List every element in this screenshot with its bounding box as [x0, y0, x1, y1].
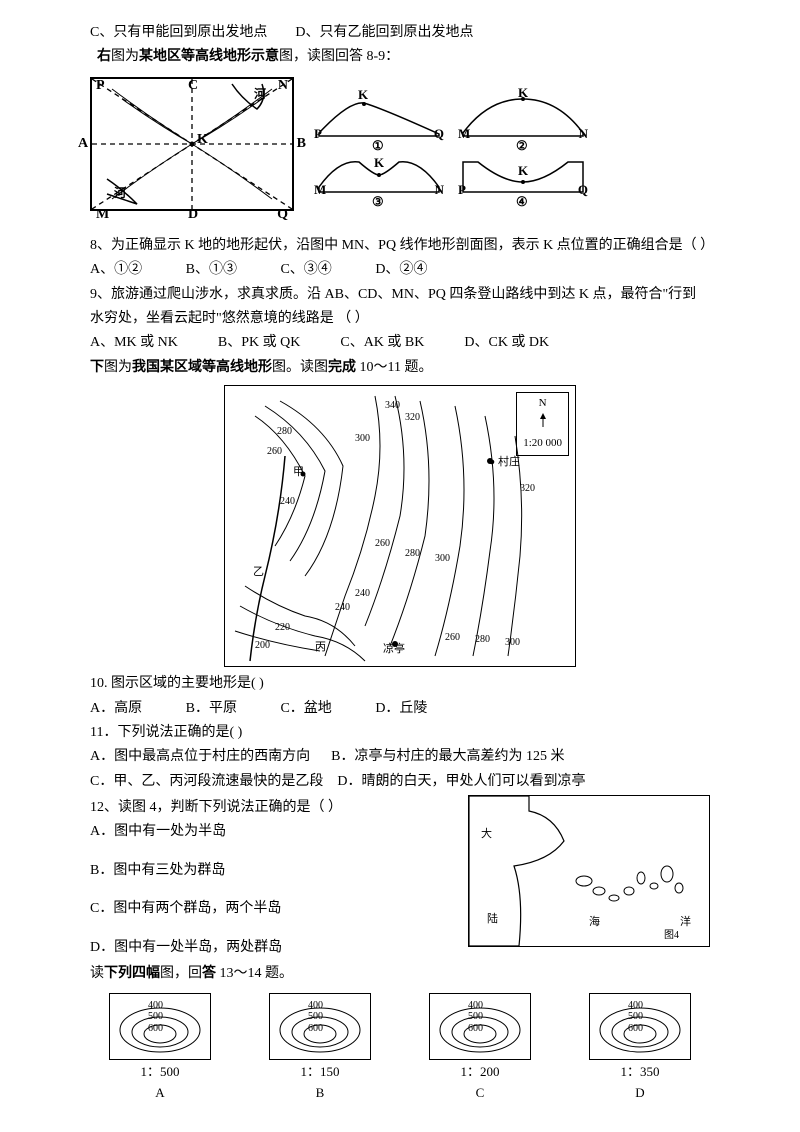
opt-d: D、只有乙能回到原出发地点 [295, 25, 473, 40]
q11-d: D．晴朗的白天，甲处人们可以看到凉亭 [337, 774, 585, 789]
intro-bold1: 某地区等高线地形示意 [139, 49, 279, 64]
intro-8-9: 右图为某地区等高线地形示意图，读图回答 8-9： [90, 46, 710, 68]
pavilion-label: 凉亭 [383, 641, 405, 659]
q8-stem: 8、为正确显示 K 地的地形起伏，沿图中 MN、PQ 线作地形剖面图，表示 K … [90, 235, 710, 257]
intro-10-11: 下图为我国某区域等高线地形图。读图完成 10～11 题。 [90, 357, 710, 379]
small-map-a: 400 500 600 1：500 A [109, 993, 211, 1104]
q11-b: B．凉亭与村庄的最大高差约为 125 米 [331, 749, 564, 764]
q9-c: C、AK 或 BK [340, 332, 424, 354]
q8-d: D、②④ [375, 259, 427, 281]
q11-a: A．图中最高点位于村庄的西南方向 [90, 749, 310, 764]
q11-ab: A．图中最高点位于村庄的西南方向 B．凉亭与村庄的最大高差约为 125 米 [90, 746, 710, 768]
jia-label: 甲 [293, 464, 304, 482]
four-maps: 400 500 600 1：500 A 400 500 600 1：150 B … [90, 993, 710, 1104]
letter-d: D [188, 204, 198, 226]
q7-options: C、只有甲能回到原出发地点 D、只有乙能回到原出发地点 [90, 22, 710, 44]
village-label: ● 村庄 [489, 454, 520, 472]
q12-c: C．图中有两个群岛，两个半岛 [90, 898, 448, 920]
letter-b: B [297, 133, 306, 155]
intro-prefix: 右 [97, 49, 111, 64]
bing-label: 丙 [315, 639, 326, 657]
profile-4: P K Q ④ [458, 147, 588, 197]
figure-row-89: P C N A K B M D Q 河 河 P K Q ① M K [90, 77, 710, 211]
q10-c: C．盆地 [280, 698, 331, 720]
small-map-c: 400 500 600 1：200 C [429, 993, 531, 1104]
q10-stem: 10. 图示区域的主要地形是( ) [90, 673, 710, 695]
letter-q: Q [277, 204, 288, 226]
river-1: 河 [254, 85, 266, 104]
q11-c: C．甲、乙、丙河段流速最快的是乙段 [90, 774, 323, 789]
q9-line1: 9、旅游通过爬山涉水，求真求质。沿 AB、CD、MN、PQ 四条登山路线中到达 … [90, 284, 710, 306]
river-2: 河 [114, 184, 126, 203]
q8-b: B、①③ [186, 259, 237, 281]
q9-b: B、PK 或 QK [218, 332, 300, 354]
yi-label: 乙 [253, 564, 264, 582]
q12-d: D．图中有一处半岛，两处群岛 [90, 937, 448, 959]
letter-k: K [197, 129, 208, 151]
letter-m: M [96, 204, 109, 226]
q10-opts: A．高原 B．平原 C．盆地 D．丘陵 [90, 698, 710, 720]
page-root: C、只有甲能回到原出发地点 D、只有乙能回到原出发地点 右图为某地区等高线地形示… [0, 0, 800, 1132]
q12-a: A．图中有一处为半岛 [90, 821, 448, 843]
contour-map: N 1:20 000 ● 村庄 [224, 385, 576, 667]
intro-suffix: 图，读图回答 8-9： [279, 49, 399, 64]
q9-line2: 水穷处，坐看云起时"悠然意境的线路是 （ ） [90, 308, 710, 330]
q8-opts: A、①② B、①③ C、③④ D、②④ [90, 259, 710, 281]
q9-d: D、CK 或 DK [464, 332, 549, 354]
profile-3: M K N ③ [314, 147, 444, 197]
q8-a: A、①② [90, 259, 142, 281]
letter-n: N [278, 75, 288, 97]
q11-stem: 11．下列说法正确的是( ) [90, 722, 710, 744]
profile-grid: P K Q ① M K N ② M K N ③ P K [314, 91, 588, 197]
opt-c: C、只有甲能回到原出发地点 [90, 25, 267, 40]
intro-mid1: 图为 [111, 49, 139, 64]
small-map-b: 400 500 600 1：150 B [269, 993, 371, 1104]
q10-d: D．丘陵 [375, 698, 427, 720]
profile-1: P K Q ① [314, 91, 444, 141]
letter-c: C [188, 75, 198, 97]
q12-b: B．图中有三处为群岛 [90, 860, 448, 882]
topo-map: P C N A K B M D Q 河 河 [90, 77, 294, 211]
profile-2: M K N ② [458, 91, 588, 141]
letter-a: A [78, 133, 88, 155]
small-map-d: 400 500 600 1：350 D [589, 993, 691, 1104]
letter-p: P [96, 75, 105, 97]
q9-opts: A、MK 或 NK B、PK 或 QK C、AK 或 BK D、CK 或 DK [90, 332, 710, 354]
q12-wrap: 12、读图 4，判断下列说法正确的是（ ） A．图中有一处为半岛 B．图中有三处… [90, 795, 710, 961]
q8-c: C、③④ [280, 259, 331, 281]
q10-b: B．平原 [186, 698, 237, 720]
q12-stem: 12、读图 4，判断下列说法正确的是（ ） [90, 797, 448, 819]
intro-13-14: 读下列四幅图，回答 13～14 题。 [90, 963, 710, 985]
q12-left: 12、读图 4，判断下列说法正确的是（ ） A．图中有一处为半岛 B．图中有三处… [90, 795, 448, 961]
q11-cd: C．甲、乙、丙河段流速最快的是乙段 D．晴朗的白天，甲处人们可以看到凉亭 [90, 771, 710, 793]
islands-map: 大 陆 海 洋 图4 [468, 795, 710, 947]
q10-a: A．高原 [90, 698, 142, 720]
q9-a: A、MK 或 NK [90, 332, 178, 354]
